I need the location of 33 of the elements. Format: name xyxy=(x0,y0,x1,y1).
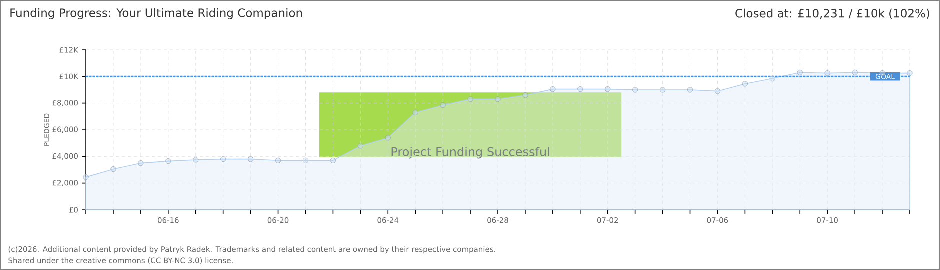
point xyxy=(330,158,336,164)
point xyxy=(220,156,226,162)
point xyxy=(248,156,254,162)
point xyxy=(83,174,89,180)
point xyxy=(770,76,776,82)
point xyxy=(660,87,666,93)
point xyxy=(742,81,748,87)
point xyxy=(468,96,474,102)
point xyxy=(385,135,391,141)
point xyxy=(852,70,858,76)
point xyxy=(110,166,116,172)
point xyxy=(440,102,446,108)
point xyxy=(687,87,694,93)
point xyxy=(578,86,584,92)
point xyxy=(550,86,556,92)
chart-subtitle: Closed at: £10,231 / £10k (102%) xyxy=(736,8,930,20)
chart-title: Funding Progress: Your Ultimate Riding Companion xyxy=(10,8,302,20)
point xyxy=(302,158,309,164)
point xyxy=(522,92,528,98)
point xyxy=(797,70,803,76)
point xyxy=(714,88,721,94)
point xyxy=(358,143,364,149)
point xyxy=(907,70,913,76)
point xyxy=(632,87,638,93)
point xyxy=(605,86,611,92)
point xyxy=(138,160,144,166)
point xyxy=(824,70,830,76)
point xyxy=(166,158,172,164)
annotation: Project Funding Successful xyxy=(392,147,550,159)
point xyxy=(412,110,418,116)
point xyxy=(495,96,501,102)
point xyxy=(193,157,199,163)
point xyxy=(275,158,282,164)
